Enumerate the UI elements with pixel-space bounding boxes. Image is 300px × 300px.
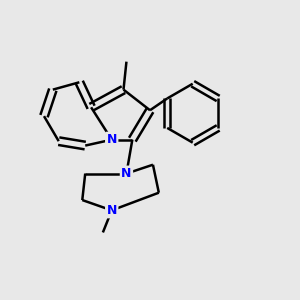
Text: N: N [106,133,117,146]
Text: N: N [121,167,132,180]
Text: N: N [106,204,117,217]
